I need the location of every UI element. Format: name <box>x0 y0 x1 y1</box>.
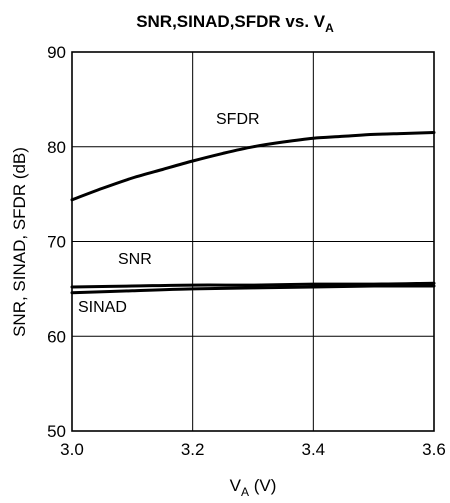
x-tick-label: 3.4 <box>302 440 326 459</box>
chart-title: SNR,SINAD,SFDR vs. VA <box>136 12 334 35</box>
x-axis-label-unit: (V) <box>249 476 276 495</box>
plot-frame <box>71 51 435 432</box>
series-line-sfdr <box>70 131 436 202</box>
x-axis-label: VA (V) <box>230 476 277 499</box>
series-label-sfdr: SFDR <box>216 111 260 128</box>
x-axis-label-main: V <box>230 476 242 495</box>
chart-title-main: SNR,SINAD,SFDR vs. V <box>136 12 326 31</box>
y-tick-label: 90 <box>47 43 66 62</box>
y-tick-labels: 50 60 70 80 90 <box>47 43 66 441</box>
x-tick-label: 3.6 <box>422 440 446 459</box>
x-tick-labels: 3.0 3.2 3.4 3.6 <box>60 440 446 459</box>
y-axis-label: SNR, SINAD, SFDR (dB) <box>10 147 29 337</box>
series-line-snr <box>70 281 436 289</box>
x-tick-label: 3.0 <box>60 440 84 459</box>
series-label-sinad: SINAD <box>78 299 127 316</box>
y-tick-label: 70 <box>47 233 66 252</box>
y-tick-label: 50 <box>47 422 66 441</box>
grid <box>72 52 434 431</box>
y-tick-label: 80 <box>47 138 66 157</box>
series-label-snr: SNR <box>118 251 152 268</box>
series-line-sinad <box>70 284 436 295</box>
y-tick-label: 60 <box>47 327 66 346</box>
series-lines <box>70 131 436 295</box>
x-axis-label-subscript: A <box>241 485 249 499</box>
x-tick-label: 3.2 <box>181 440 205 459</box>
chart-title-subscript: A <box>325 21 334 35</box>
